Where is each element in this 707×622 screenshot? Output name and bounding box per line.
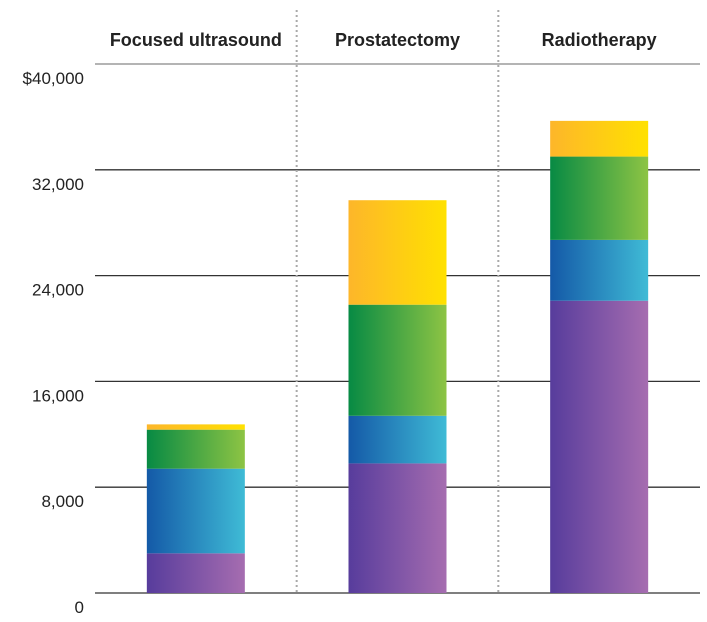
bar-segment [550,120,649,157]
bar-segment [550,300,649,593]
bar-segment [146,424,245,430]
bar-segment [146,429,245,469]
category-label: Prostatectomy [335,30,460,50]
bar-segment [550,239,649,301]
y-tick-label: $40,000 [23,69,84,88]
bar-segment [146,553,245,593]
y-tick-label: 32,000 [32,175,84,194]
y-tick-label: 16,000 [32,386,84,405]
category-label: Focused ultrasound [110,30,282,50]
bar-segment [348,200,447,305]
y-tick-label: 0 [75,598,84,617]
bar-segment [348,463,447,593]
bar-segment [348,304,447,416]
bar-segment [146,468,245,554]
y-tick-label: 24,000 [32,281,84,300]
bar-segment [550,156,649,240]
bar-segment [348,415,447,464]
y-tick-label: 8,000 [41,492,84,511]
category-label: Radiotherapy [542,30,657,50]
